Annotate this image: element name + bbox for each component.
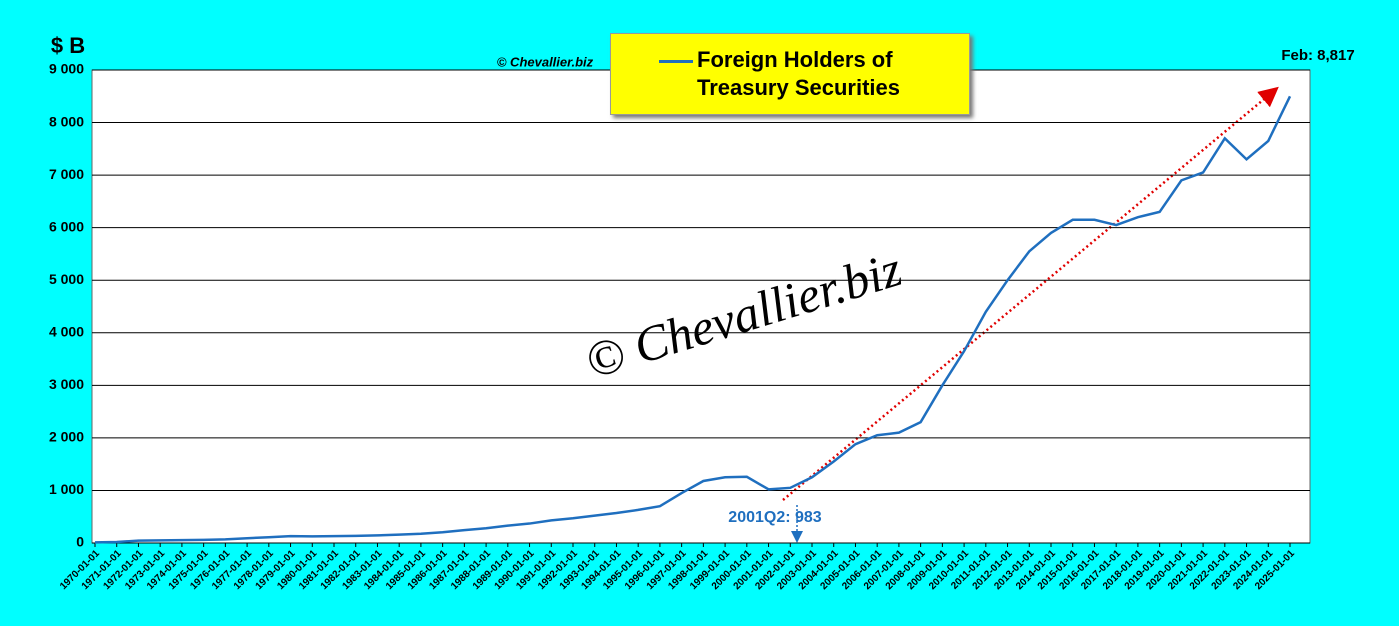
last-value-annotation: Feb: 8,817: [1281, 47, 1354, 64]
y-tick-label: 3 000: [49, 376, 84, 392]
legend-swatch: [659, 60, 693, 63]
y-tick-label: 5 000: [49, 271, 84, 287]
trend-arrow: [782, 86, 1279, 501]
y-tick-label: 8 000: [49, 113, 84, 129]
y-tick-label: 9 000: [49, 61, 84, 77]
y-axis-label: $ B: [51, 33, 85, 58]
y-tick-label: 6 000: [49, 218, 84, 234]
credit: © Chevallier.biz: [497, 54, 594, 69]
plot-area: [91, 69, 1311, 544]
legend: Foreign Holders of Treasury Securities: [610, 33, 970, 115]
y-tick-label: 0: [76, 534, 84, 550]
low-annotation: 2001Q2: 983: [728, 509, 822, 526]
y-tick-label: 1 000: [49, 481, 84, 497]
y-tick-label: 4 000: [49, 323, 84, 339]
series-line: [94, 95, 1292, 544]
legend-label: Foreign Holders of Treasury Securities: [697, 47, 901, 100]
y-tick-label: 7 000: [49, 166, 84, 182]
y-tick-label: 2 000: [49, 429, 84, 445]
